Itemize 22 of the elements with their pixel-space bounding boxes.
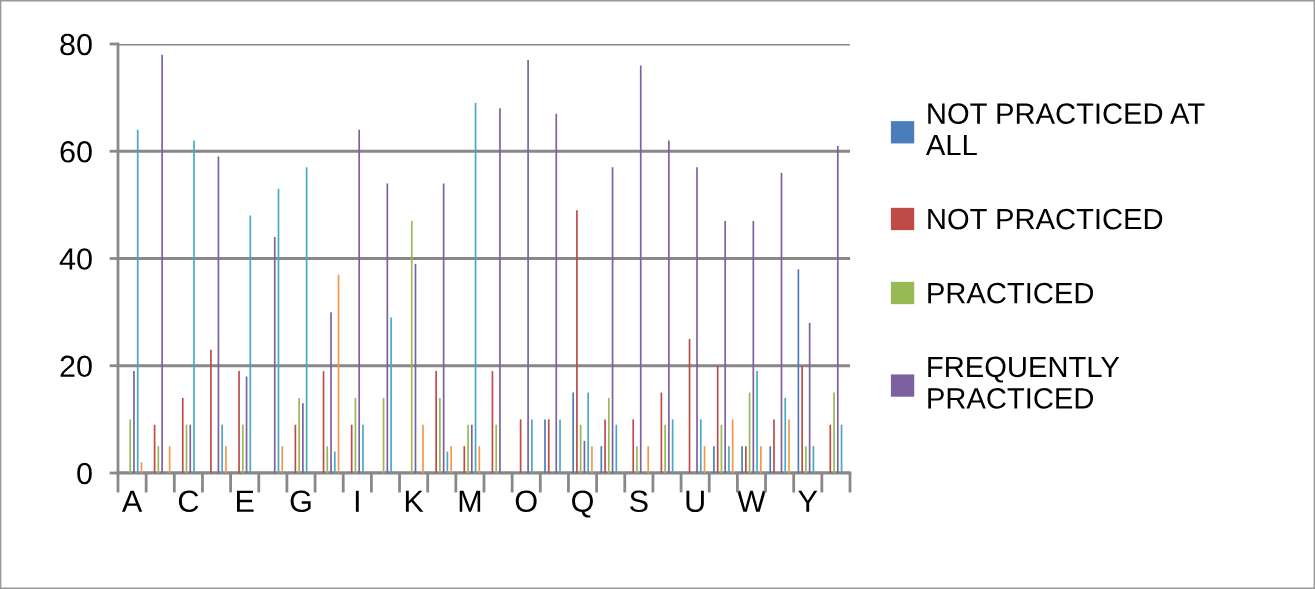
x-tick-label: C: [178, 490, 199, 513]
legend-label: FREQUENTLY PRACTICED: [928, 356, 1120, 409]
legend-label: PRACTICED: [928, 282, 1094, 304]
x-tick-label: Y: [798, 490, 818, 512]
x-tick-label: A: [121, 490, 143, 512]
x-tick-label: M: [459, 490, 481, 512]
x-tick-label: I: [355, 490, 359, 512]
y-tick-label: 0: [77, 462, 92, 485]
y-tick-label: 20: [60, 355, 92, 378]
x-tick-label: U: [686, 490, 704, 513]
x-tick-label: G: [290, 490, 311, 513]
x-tick-label: S: [630, 490, 648, 513]
x-tick-label: Q: [572, 490, 593, 518]
x-tick-label: E: [237, 490, 254, 512]
legend-label: NOT PRACTICED AT ALL: [925, 103, 1205, 156]
y-tick-label: 60: [60, 140, 92, 163]
x-tick-label: K: [405, 490, 424, 512]
legend-label: NOT PRACTICED: [928, 208, 1163, 230]
x-tick-label: O: [515, 490, 537, 513]
y-tick-label: 40: [59, 248, 92, 270]
y-tick-label: 80: [60, 33, 92, 56]
x-tick-label: W: [737, 490, 766, 512]
